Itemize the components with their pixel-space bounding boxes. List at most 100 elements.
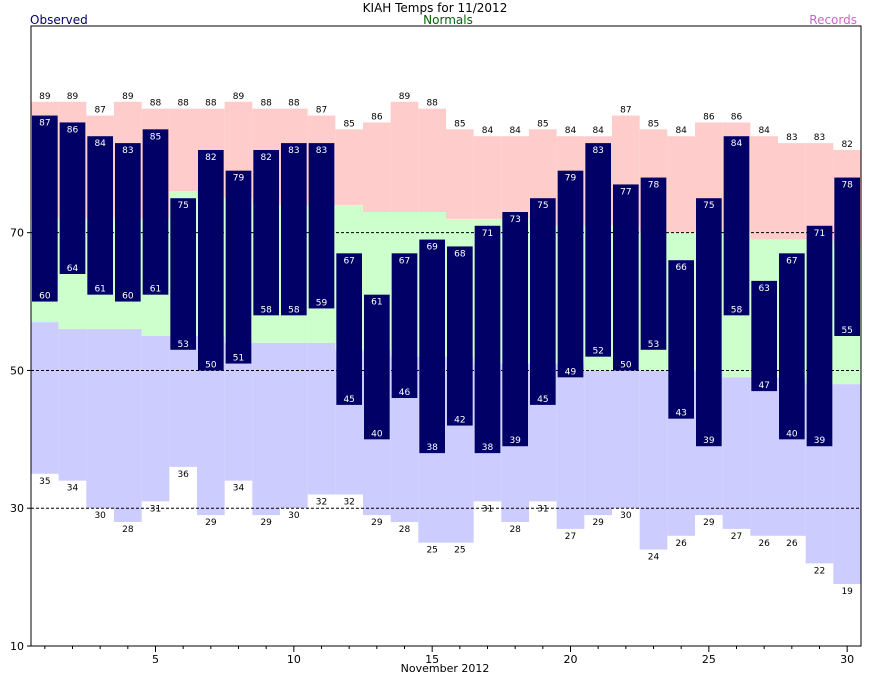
record-low-band [114, 329, 142, 522]
record-low-band [639, 370, 668, 550]
record-low-label: 29 [371, 518, 383, 528]
record-low-band [141, 336, 170, 502]
observed-high-label: 79 [565, 174, 577, 184]
observed-low-label: 43 [675, 409, 686, 419]
record-low-band [280, 342, 308, 509]
record-high-label: 85 [343, 119, 354, 129]
record-low-label: 31 [482, 504, 493, 514]
record-low-label: 34 [233, 484, 245, 494]
record-low-band [224, 342, 253, 481]
record-high-label: 85 [454, 119, 465, 129]
record-low-label: 29 [205, 518, 217, 528]
record-low-label: 22 [814, 566, 825, 576]
x-tick-label: 15 [425, 653, 439, 666]
record-high-label: 87 [620, 106, 631, 116]
observed-high-label: 77 [620, 187, 631, 197]
observed-bar [59, 122, 86, 274]
observed-bar [834, 177, 860, 336]
observed-bar [723, 136, 750, 316]
observed-high-label: 82 [205, 153, 216, 163]
record-low-label: 34 [67, 484, 79, 494]
legend-records: Records [809, 13, 857, 27]
observed-bar [336, 253, 362, 405]
y-tick-label: 70 [10, 227, 24, 240]
record-low-label: 30 [288, 511, 300, 521]
observed-low-label: 40 [371, 429, 383, 439]
observed-bar [364, 294, 390, 440]
record-high-label: 88 [260, 99, 272, 109]
record-high-band [778, 143, 806, 240]
record-high-band [363, 122, 391, 212]
observed-high-label: 86 [67, 125, 79, 135]
record-low-label: 30 [620, 511, 632, 521]
record-high-label: 84 [592, 126, 604, 136]
record-high-label: 89 [67, 92, 79, 102]
record-low-label: 26 [786, 539, 798, 549]
record-low-label: 32 [316, 497, 327, 507]
record-high-band [418, 108, 446, 212]
record-low-label: 30 [94, 511, 106, 521]
record-low-label: 27 [731, 532, 742, 542]
observed-low-label: 38 [426, 443, 438, 453]
record-high-band [501, 136, 529, 219]
y-tick-label: 30 [10, 502, 24, 515]
x-axis-label: November 2012 [401, 662, 490, 675]
x-tick-label: 30 [840, 653, 854, 666]
record-low-band [252, 342, 280, 516]
y-tick-label: 10 [10, 640, 24, 653]
observed-high-label: 83 [316, 146, 327, 156]
record-low-label: 29 [260, 518, 272, 528]
record-low-label: 28 [509, 525, 521, 535]
observed-low-label: 60 [39, 292, 51, 302]
observed-high-label: 78 [841, 181, 853, 191]
observed-low-label: 53 [177, 340, 188, 350]
record-high-label: 89 [233, 92, 245, 102]
observed-bar [640, 177, 667, 350]
observed-low-label: 52 [592, 347, 603, 357]
record-low-label: 19 [841, 587, 853, 597]
observed-low-label: 61 [150, 285, 161, 295]
observed-low-label: 38 [482, 443, 494, 453]
record-high-label: 84 [675, 126, 687, 136]
x-tick-label: 25 [702, 653, 716, 666]
record-low-label: 26 [675, 539, 687, 549]
observed-high-label: 75 [177, 201, 188, 211]
record-low-label: 25 [454, 546, 465, 556]
observed-high-label: 68 [454, 249, 466, 259]
observed-low-label: 53 [648, 340, 659, 350]
observed-bar [281, 143, 307, 316]
record-high-label: 85 [537, 119, 548, 129]
observed-bar [391, 253, 418, 398]
record-low-label: 28 [122, 525, 134, 535]
observed-high-label: 82 [260, 153, 271, 163]
observed-bar [751, 280, 777, 392]
observed-bar [613, 184, 639, 371]
record-low-label: 24 [648, 553, 660, 563]
record-high-label: 88 [205, 99, 217, 109]
record-low-label: 32 [343, 497, 354, 507]
observed-high-label: 85 [150, 132, 161, 142]
observed-low-label: 55 [841, 326, 852, 336]
observed-low-label: 42 [454, 416, 465, 426]
record-high-label: 84 [482, 126, 494, 136]
record-low-label: 25 [426, 546, 437, 556]
record-high-label: 84 [565, 126, 577, 136]
record-high-label: 83 [814, 133, 825, 143]
x-tick-label: 20 [564, 653, 578, 666]
legend-normals: Normals [423, 13, 473, 27]
observed-high-label: 73 [509, 215, 520, 225]
record-high-band [750, 136, 778, 240]
record-low-band [722, 377, 751, 529]
observed-low-label: 51 [233, 354, 244, 364]
observed-bar [32, 115, 58, 302]
observed-bar [142, 129, 169, 295]
observed-low-label: 45 [343, 395, 354, 405]
observed-high-label: 83 [122, 146, 133, 156]
record-high-label: 85 [648, 119, 659, 129]
observed-high-label: 61 [371, 298, 382, 308]
record-high-band [169, 108, 197, 192]
observed-bar [557, 170, 584, 378]
record-low-band [58, 329, 87, 481]
observed-bar [225, 170, 252, 364]
